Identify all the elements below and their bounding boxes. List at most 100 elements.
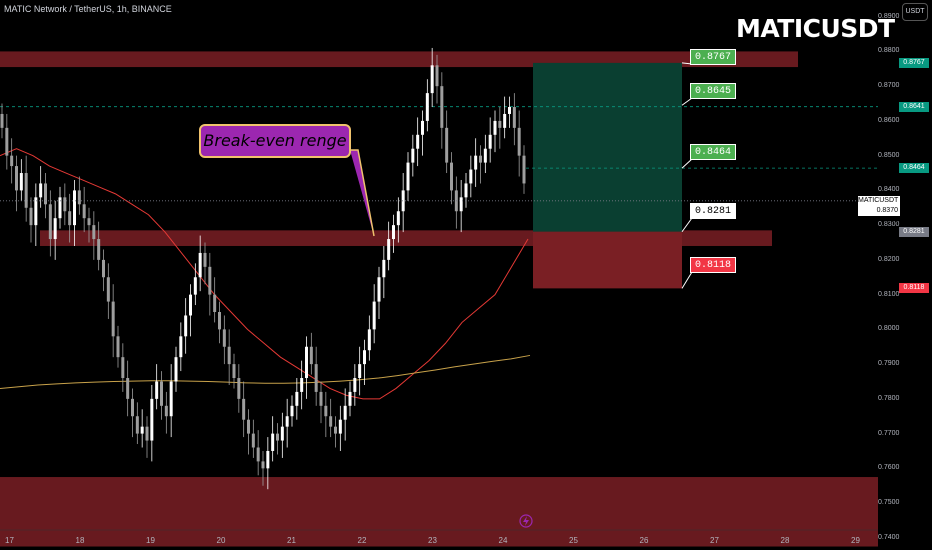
candle (498, 107, 502, 149)
candle (483, 134, 487, 174)
y-tick-label: 0.7500 (878, 499, 900, 507)
candle-body (382, 259, 386, 278)
candle (435, 54, 439, 104)
candle (305, 336, 308, 399)
candle (387, 221, 391, 271)
candle-body (29, 207, 33, 226)
candle (102, 249, 105, 292)
candle-body (334, 426, 337, 434)
price-axis-label: 0.8464 (899, 163, 929, 174)
candle (488, 117, 492, 163)
y-tick-label: 0.7600 (878, 464, 900, 472)
candle-body (406, 162, 410, 191)
candle-body (48, 204, 52, 240)
callout-leader (681, 217, 693, 233)
candle (338, 405, 342, 451)
x-tick-label: 18 (75, 536, 85, 545)
candle-body (430, 65, 434, 94)
candle-body (39, 183, 43, 198)
candle (522, 145, 526, 194)
candle-body (445, 127, 449, 163)
candle (411, 134, 415, 177)
candle-body (131, 398, 134, 417)
y-tick-label: 0.8800 (878, 47, 900, 55)
current-price-label: MATICUSDT 0.8370 07:55 (858, 196, 900, 224)
stop-loss-zone (533, 231, 682, 289)
candle-body (363, 350, 366, 365)
candle-body (208, 266, 212, 295)
target-callout-tp: 0.8645 (690, 83, 737, 99)
candle (232, 353, 236, 389)
candle (309, 332, 313, 375)
candle-body (247, 419, 250, 434)
candle-body (343, 405, 347, 420)
candle-body (111, 301, 115, 337)
candle (111, 284, 115, 358)
candle-body (121, 357, 125, 379)
candle (421, 110, 424, 156)
price-axis[interactable] (878, 0, 932, 550)
candle-body (401, 190, 405, 212)
candle (430, 47, 434, 108)
candle (68, 193, 72, 243)
candle-body (503, 113, 507, 128)
candle-body (116, 336, 120, 358)
candle-body (87, 218, 91, 226)
candle-body (305, 346, 308, 379)
candle (53, 200, 57, 260)
candle-body (0, 113, 4, 128)
candle (0, 103, 4, 139)
target-callout-tp: 0.8767 (690, 49, 737, 65)
candle (126, 360, 130, 417)
y-tick-label: 0.7900 (878, 360, 900, 368)
candle (106, 263, 110, 319)
candle-body (392, 225, 395, 240)
candle-body (474, 155, 478, 170)
candle-body (135, 416, 139, 434)
candle (358, 346, 362, 396)
candle-body (203, 252, 207, 267)
target-callout-sl: 0.8118 (690, 257, 737, 273)
candle (19, 159, 23, 201)
candle (97, 221, 101, 271)
candle (174, 346, 178, 392)
candle-body (329, 416, 333, 427)
candle (454, 176, 458, 229)
candle-body (19, 173, 23, 191)
take-profit-zone (533, 62, 682, 232)
candle (285, 398, 289, 448)
candle-body (396, 211, 400, 226)
currency-button[interactable]: USDT (902, 3, 928, 21)
candle (517, 110, 521, 177)
candle-body (232, 364, 236, 379)
candle-body (102, 259, 105, 278)
chart-header: MATIC Network / TetherUS, 1h, BINANCE (4, 4, 172, 14)
candle (319, 381, 323, 424)
ema-yellow-line (0, 354, 531, 389)
candle-body (367, 329, 371, 351)
candle-body (522, 155, 526, 184)
candle (39, 166, 43, 208)
candle-body (193, 277, 197, 295)
candle (401, 173, 405, 233)
lightning-icon[interactable] (519, 514, 533, 528)
candle-body (276, 433, 279, 441)
candle-body (237, 378, 241, 399)
x-tick-label: 29 (851, 536, 860, 545)
candle (392, 214, 395, 253)
candle-body (387, 239, 391, 260)
candle (334, 416, 337, 448)
candle (425, 79, 429, 132)
candle (271, 416, 275, 462)
candle-body (319, 391, 323, 406)
candle-body (314, 364, 318, 392)
target-callout-entry: 0.8281 (690, 203, 737, 219)
candle-body (353, 378, 357, 392)
price-axis-label: 0.8641 (899, 101, 929, 112)
candle (348, 381, 352, 417)
candle (203, 242, 207, 285)
candle (353, 364, 357, 406)
candle (179, 322, 183, 372)
price-axis-label: 0.8767 (899, 57, 929, 68)
